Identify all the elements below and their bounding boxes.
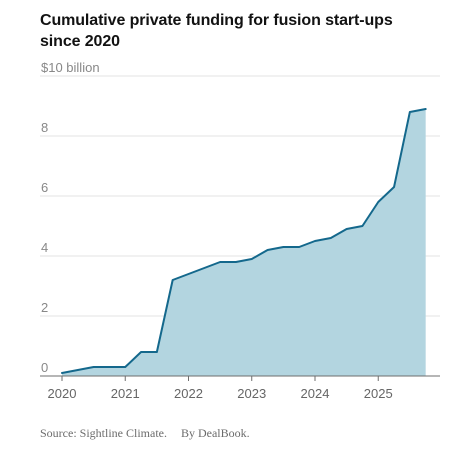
chart-title: Cumulative private funding for fusion st… — [40, 12, 393, 50]
x-tick-label-2020: 2020 — [48, 386, 77, 401]
x-tick-label-2024: 2024 — [301, 386, 330, 401]
funding-line — [61, 108, 427, 374]
y-tick-label-0: 0 — [41, 360, 48, 375]
chart-footer: Source: Sightline Climate. By DealBook. — [40, 426, 250, 441]
funding-area — [62, 109, 426, 376]
x-tick-label-2025: 2025 — [364, 386, 393, 401]
y-tick-label-8: 8 — [41, 120, 48, 135]
axis-layer — [40, 375, 440, 381]
x-tick-label-2022: 2022 — [174, 386, 203, 401]
y-unit-label: $10 billion — [41, 60, 100, 75]
source-note: Source: Sightline Climate. — [40, 426, 167, 440]
x-tick-labels: 2020 2021 2022 2023 2024 2025 — [48, 386, 393, 401]
x-tick-label-2021: 2021 — [111, 386, 140, 401]
series-area-layer — [61, 108, 427, 376]
y-tick-label-2: 2 — [41, 300, 48, 315]
x-tick-label-2023: 2023 — [237, 386, 266, 401]
byline: By DealBook. — [180, 426, 250, 440]
y-tick-labels: 0 2 4 6 8 $10 billion — [41, 60, 100, 375]
y-tick-label-6: 6 — [41, 180, 48, 195]
y-tick-label-4: 4 — [41, 240, 48, 255]
